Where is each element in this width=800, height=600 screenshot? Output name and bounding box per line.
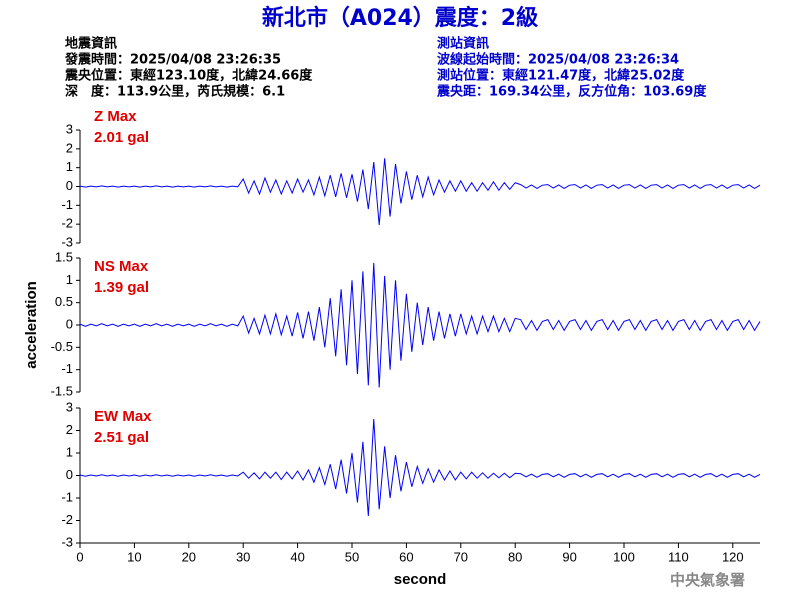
y-tick-label: -1.5 [51, 383, 73, 398]
annotation: EW Max [94, 408, 152, 425]
y-axis-label: acceleration [23, 281, 40, 369]
right-info: 波線起始時間：2025/04/08 23:26:34 [437, 52, 679, 68]
y-tick-label: -1 [61, 489, 73, 504]
left-info: 發震時間：2025/04/08 23:26:35 [64, 52, 281, 68]
agency: 中央氣象署 [670, 571, 745, 589]
y-tick-label: 1 [66, 444, 73, 459]
x-tick-label: 110 [668, 549, 689, 564]
x-tick-label: 0 [76, 549, 83, 564]
y-tick-label: -2 [61, 216, 73, 231]
x-tick-label: 40 [290, 549, 304, 564]
annotation: 2.51 gal [94, 429, 149, 446]
left-info: 地震資訊 [65, 36, 117, 52]
y-tick-label: -1 [61, 197, 73, 212]
left-info: 震央位置：東經123.10度，北緯24.66度 [64, 68, 313, 84]
annotation: Z Max [94, 108, 137, 125]
y-tick-label: -2 [61, 512, 73, 527]
y-tick-label: 1.5 [55, 249, 73, 264]
y-tick-label: 0 [66, 467, 73, 482]
waveform [79, 418, 761, 517]
x-tick-label: 100 [613, 549, 635, 564]
waveform [79, 158, 761, 226]
y-tick-label: -0.5 [51, 339, 73, 354]
y-tick-label: 1 [66, 159, 73, 174]
y-tick-label: 1 [66, 272, 73, 287]
x-axis-label: second [394, 571, 447, 588]
right-info: 測站位置：東經121.47度，北緯25.02度 [437, 68, 685, 84]
x-tick-label: 120 [722, 549, 744, 564]
right-info: 震央距：169.34公里，反方位角：103.69度 [436, 84, 707, 100]
annotation: 1.39 gal [94, 279, 149, 296]
x-tick-label: 90 [562, 549, 576, 564]
x-tick-label: 50 [345, 549, 359, 564]
right-info: 測站資訊 [437, 36, 489, 52]
y-tick-label: -3 [61, 534, 73, 549]
x-tick-label: 80 [508, 549, 522, 564]
y-tick-label: 2 [66, 422, 73, 437]
waveform [79, 262, 761, 388]
y-tick-label: -1 [61, 361, 73, 376]
annotation: 2.01 gal [94, 129, 149, 146]
y-tick-label: 0 [66, 316, 73, 331]
annotation: NS Max [94, 258, 149, 275]
left-info: 深 度：113.9公里，芮氏規模：6.1 [65, 84, 285, 100]
y-tick-label: 0 [66, 178, 73, 193]
x-tick-label: 60 [399, 549, 413, 564]
y-tick-label: -3 [61, 234, 73, 249]
x-tick-label: 20 [182, 549, 196, 564]
x-tick-label: 30 [236, 549, 250, 564]
y-tick-label: 3 [66, 121, 73, 136]
x-tick-label: 10 [127, 549, 141, 564]
y-tick-label: 0.5 [55, 294, 73, 309]
y-tick-label: 2 [66, 140, 73, 155]
title: 新北市（A024）震度：2級 [262, 5, 538, 31]
x-tick-label: 70 [454, 549, 468, 564]
y-tick-label: 3 [66, 399, 73, 414]
